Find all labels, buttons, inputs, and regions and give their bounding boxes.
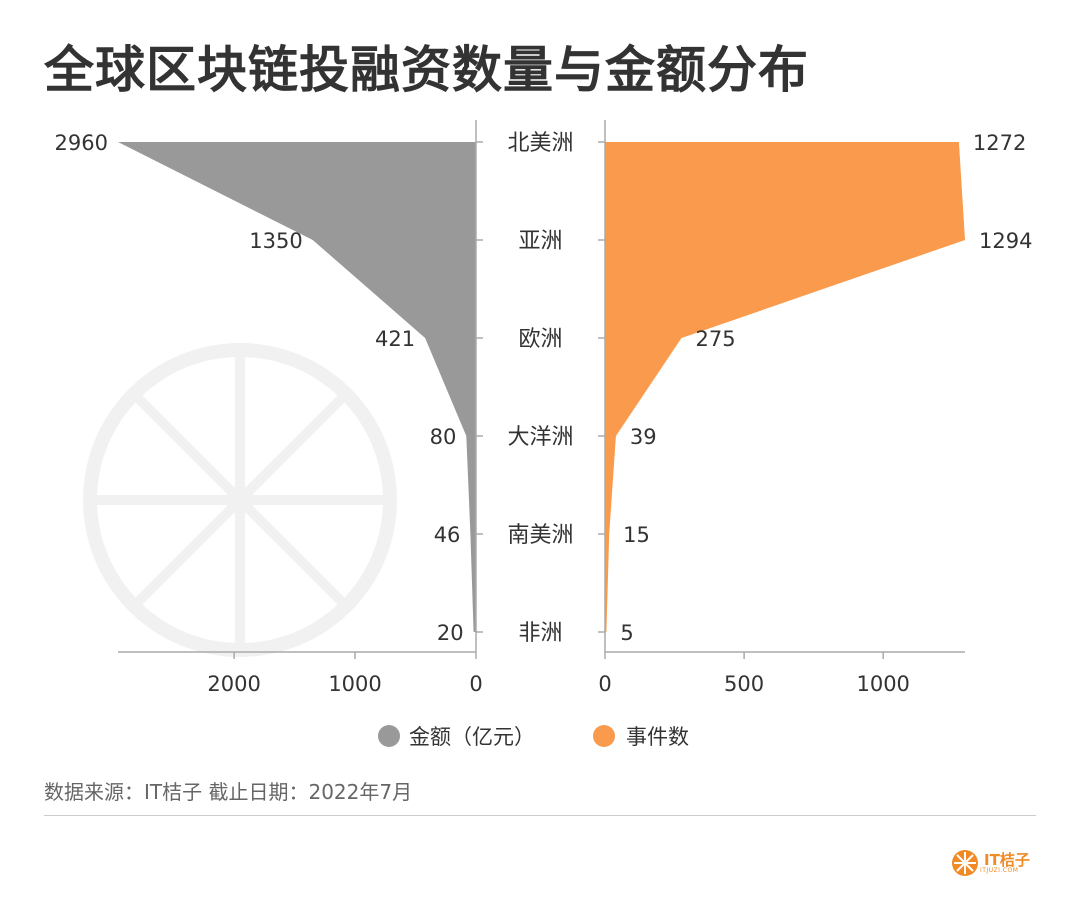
amount-label-2960: 2960 bbox=[55, 131, 108, 155]
amount-label-20: 20 bbox=[437, 621, 464, 645]
right-x-tick-label-0: 0 bbox=[598, 672, 611, 696]
chart-title: 全球区块链投融资数量与金额分布 bbox=[44, 41, 809, 99]
logo-subtext: ITJUZI.COM bbox=[980, 866, 1019, 874]
amount-label-1350: 1350 bbox=[249, 229, 302, 253]
logo-text: IT桔子 bbox=[984, 850, 1030, 869]
left-x-tick-label-2000: 2000 bbox=[207, 672, 260, 696]
right-x-tick-label-500: 500 bbox=[724, 672, 764, 696]
region-label-4: 南美洲 bbox=[507, 523, 573, 548]
events-label-275: 275 bbox=[696, 327, 736, 351]
source-note: 数据来源：IT桔子 截止日期：2022年7月 bbox=[44, 780, 413, 804]
legend-label-amount: 金额（亿元） bbox=[409, 725, 535, 749]
area-events bbox=[605, 142, 965, 632]
events-label-5: 5 bbox=[620, 621, 633, 645]
legend-label-events: 事件数 bbox=[626, 725, 689, 749]
amount-label-46: 46 bbox=[434, 523, 461, 547]
events-label-39: 39 bbox=[630, 425, 657, 449]
left-x-tick-label-0: 0 bbox=[469, 672, 482, 696]
region-label-1: 亚洲 bbox=[518, 229, 562, 254]
events-label-1272: 1272 bbox=[973, 131, 1026, 155]
legend-swatch-amount bbox=[378, 725, 400, 747]
chart-area: 2000 1000 0 0 500 1000 北美洲 2960 1272 亚洲 1350 1294 欧… bbox=[55, 120, 1032, 749]
amount-label-421: 421 bbox=[375, 327, 415, 351]
watermark-icon bbox=[83, 343, 397, 657]
left-x-tick-label-1000: 1000 bbox=[328, 672, 381, 696]
region-label-2: 欧洲 bbox=[518, 327, 562, 352]
area-amount bbox=[118, 142, 476, 632]
right-x-tick-label-1000: 1000 bbox=[856, 672, 909, 696]
events-label-15: 15 bbox=[623, 523, 650, 547]
amount-label-80: 80 bbox=[430, 425, 457, 449]
orange-logo-icon bbox=[952, 850, 978, 876]
events-label-1294: 1294 bbox=[979, 229, 1032, 253]
brand-logo: IT桔子 ITJUZI.COM bbox=[950, 848, 1030, 878]
divider bbox=[44, 815, 1036, 816]
region-label-5: 非洲 bbox=[518, 621, 562, 646]
region-label-0: 北美洲 bbox=[507, 131, 573, 156]
region-label-3: 大洋洲 bbox=[507, 425, 573, 450]
legend-swatch-events bbox=[593, 725, 615, 747]
